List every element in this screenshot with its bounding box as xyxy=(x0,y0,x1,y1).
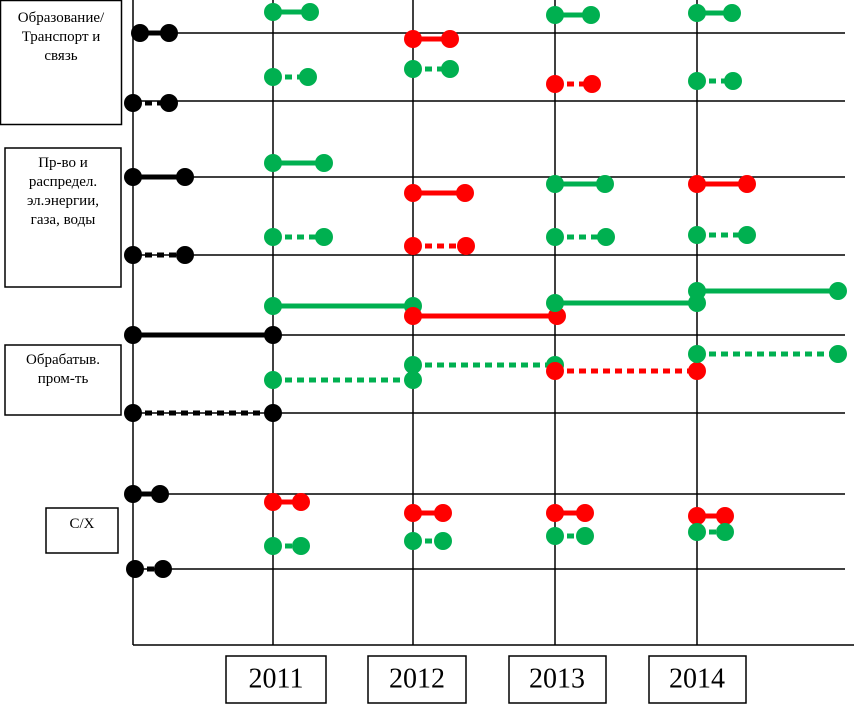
dot xyxy=(597,228,615,246)
labels: Образование/Транспорт и связь Пр-во и распр… xyxy=(18,10,725,694)
dot xyxy=(441,60,459,78)
dot xyxy=(738,175,756,193)
dot xyxy=(688,282,706,300)
dot xyxy=(124,326,142,344)
dot xyxy=(404,307,422,325)
dot xyxy=(264,371,282,389)
dot xyxy=(434,532,452,550)
dot xyxy=(299,68,317,86)
dot xyxy=(596,175,614,193)
dot xyxy=(124,485,142,503)
dot xyxy=(546,6,564,24)
dot xyxy=(688,4,706,22)
dot xyxy=(264,537,282,555)
dot xyxy=(546,504,564,522)
row-label: пром-ть xyxy=(38,371,89,387)
year-label: 2012 xyxy=(389,663,445,694)
dot xyxy=(315,228,333,246)
dot xyxy=(688,345,706,363)
dot xyxy=(724,72,742,90)
dot xyxy=(292,537,310,555)
dot xyxy=(404,60,422,78)
segments xyxy=(124,3,847,578)
dot xyxy=(264,404,282,422)
dot xyxy=(738,226,756,244)
dot xyxy=(154,560,172,578)
dot xyxy=(456,184,474,202)
dot xyxy=(264,154,282,172)
row-label: С/Х xyxy=(69,516,94,532)
dot xyxy=(688,362,706,380)
dot xyxy=(829,345,847,363)
dot xyxy=(292,493,310,511)
dot xyxy=(546,362,564,380)
dot xyxy=(716,507,734,525)
dot xyxy=(404,356,422,374)
dot xyxy=(716,523,734,541)
dot xyxy=(131,24,149,42)
dot xyxy=(124,168,142,186)
year-label: 2013 xyxy=(529,663,585,694)
dot xyxy=(688,523,706,541)
dot xyxy=(264,326,282,344)
dot xyxy=(301,3,319,21)
row-label: распредел. xyxy=(29,174,97,190)
row-label: эл.энергии, xyxy=(27,193,99,209)
dot xyxy=(546,175,564,193)
dot xyxy=(582,6,600,24)
dot xyxy=(688,507,706,525)
dot xyxy=(160,24,178,42)
dot xyxy=(404,30,422,48)
dot xyxy=(176,168,194,186)
dot xyxy=(441,30,459,48)
dot xyxy=(264,228,282,246)
dot xyxy=(583,75,601,93)
dot xyxy=(576,527,594,545)
year-label: 2014 xyxy=(669,663,725,694)
dot xyxy=(434,504,452,522)
dot xyxy=(124,246,142,264)
dot xyxy=(829,282,847,300)
dot xyxy=(546,75,564,93)
dot xyxy=(404,371,422,389)
dot xyxy=(546,294,564,312)
dot xyxy=(160,94,178,112)
dot xyxy=(315,154,333,172)
dot xyxy=(688,72,706,90)
dot xyxy=(264,3,282,21)
row-label: связь xyxy=(44,48,77,64)
dot xyxy=(126,560,144,578)
dot xyxy=(723,4,741,22)
dot xyxy=(404,184,422,202)
dot xyxy=(688,226,706,244)
dot xyxy=(151,485,169,503)
year-label: 2011 xyxy=(249,663,304,694)
row-label: газа, воды xyxy=(31,212,96,228)
dot xyxy=(124,404,142,422)
dot xyxy=(264,493,282,511)
dot xyxy=(176,246,194,264)
row-label: Пр-во и xyxy=(38,155,88,171)
row-label: Обрабатыв. xyxy=(26,352,100,368)
dot xyxy=(264,68,282,86)
dot xyxy=(404,504,422,522)
dot xyxy=(546,527,564,545)
dot xyxy=(404,237,422,255)
dot xyxy=(576,504,594,522)
dot xyxy=(546,228,564,246)
dot xyxy=(404,532,422,550)
dot xyxy=(264,297,282,315)
dot xyxy=(457,237,475,255)
dot xyxy=(124,94,142,112)
row-label: Образование/ xyxy=(18,10,105,26)
row-label: Транспорт и xyxy=(22,29,101,45)
dot xyxy=(688,175,706,193)
